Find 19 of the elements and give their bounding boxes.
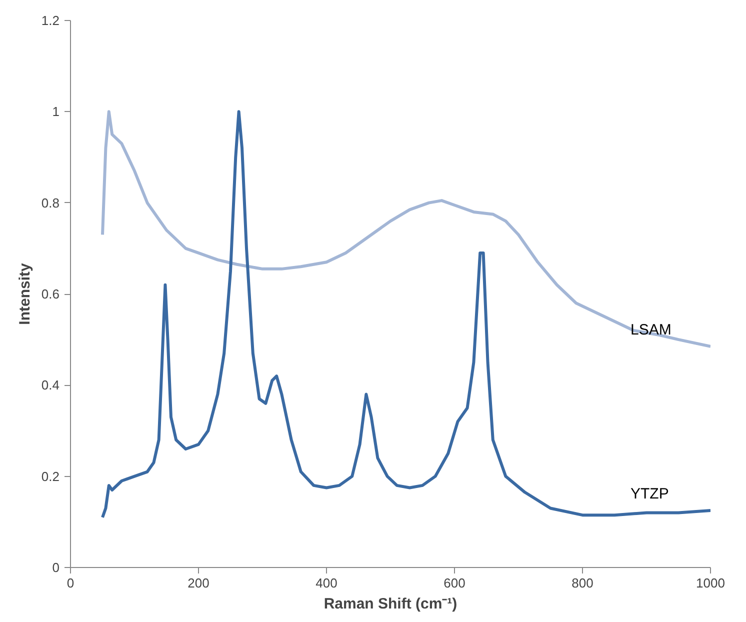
x-tick-label: 600 bbox=[444, 576, 466, 590]
x-tick-label: 200 bbox=[188, 576, 210, 590]
x-tick-label: 800 bbox=[572, 576, 594, 590]
y-tick-label: 1.2 bbox=[41, 13, 60, 28]
y-tick-label: 0.4 bbox=[41, 378, 60, 393]
x-axis-title: Raman Shift (cm⁻¹) bbox=[324, 596, 458, 612]
x-tick-label: 0 bbox=[66, 576, 74, 590]
line-series bbox=[101, 110, 710, 348]
x-tick-label: 400 bbox=[316, 576, 338, 590]
series-label: YTZP bbox=[630, 486, 669, 503]
y-tick-label: 0.2 bbox=[41, 468, 60, 484]
y-tick-label: 0.8 bbox=[41, 195, 60, 210]
y-axis-title: Intensity bbox=[16, 262, 34, 325]
series-label: LSAM bbox=[630, 321, 672, 338]
x-tick-label: 1000 bbox=[696, 576, 725, 590]
line-series bbox=[101, 110, 710, 519]
y-tick-label: 0 bbox=[52, 560, 60, 575]
y-tick-label: 1 bbox=[52, 104, 60, 120]
y-tick-label: 0.6 bbox=[41, 286, 60, 302]
